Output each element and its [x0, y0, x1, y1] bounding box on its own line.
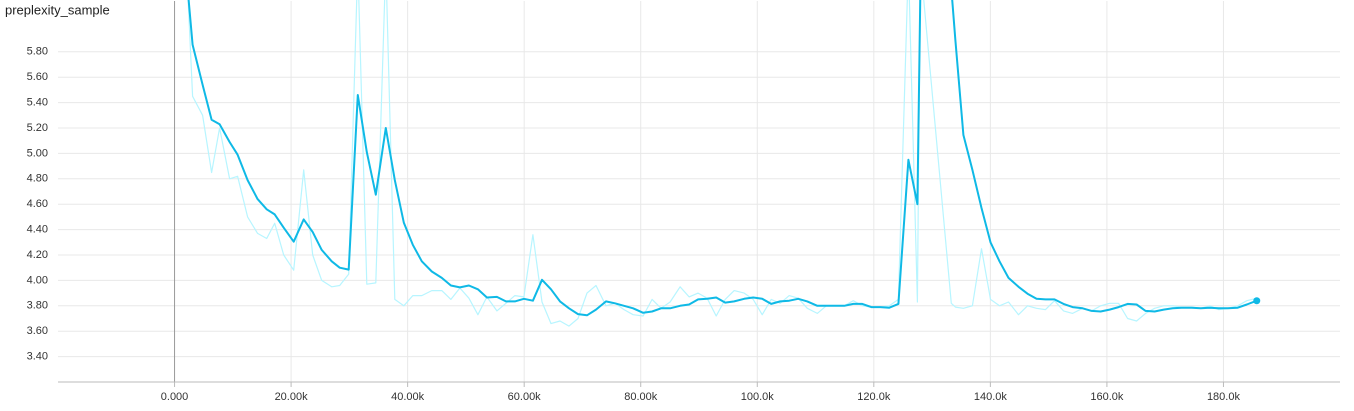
- plot-area: [187, 0, 1258, 327]
- x-tick-label: 20.00k: [275, 391, 309, 403]
- y-tick-label: 4.00: [27, 274, 48, 286]
- line: [187, 0, 1258, 317]
- x-tick-label: 40.00k: [391, 391, 425, 403]
- y-tick-label: 5.60: [27, 71, 48, 83]
- x-tick-label: 0.000: [161, 391, 189, 403]
- x-tick-label: 180.0k: [1207, 391, 1241, 403]
- y-tick-label: 5.20: [27, 122, 48, 134]
- chart-title: preplexity_sample: [5, 2, 110, 17]
- y-tick-label: 3.80: [27, 300, 48, 312]
- y-tick-label: 5.40: [27, 97, 48, 109]
- x-tick-label: 120.0k: [857, 391, 891, 403]
- x-tick-label: 60.00k: [508, 391, 542, 403]
- y-tick-label: 3.40: [27, 351, 48, 363]
- x-tick-label: 140.0k: [974, 391, 1008, 403]
- x-tick-label: 160.0k: [1090, 391, 1124, 403]
- x-tick-label: 80.00k: [624, 391, 658, 403]
- y-tick-label: 4.20: [27, 249, 48, 261]
- line: [187, 0, 1257, 327]
- end-point: [1253, 297, 1261, 305]
- y-tick-label: 4.40: [27, 224, 48, 236]
- y-tick-label: 5.00: [27, 147, 48, 159]
- y-tick-label: 5.80: [27, 46, 48, 58]
- y-tick-label: 4.80: [27, 173, 48, 185]
- x-tick-label: 100.0k: [741, 391, 775, 403]
- y-tick-label: 3.60: [27, 325, 48, 337]
- y-tick-label: 4.60: [27, 198, 48, 210]
